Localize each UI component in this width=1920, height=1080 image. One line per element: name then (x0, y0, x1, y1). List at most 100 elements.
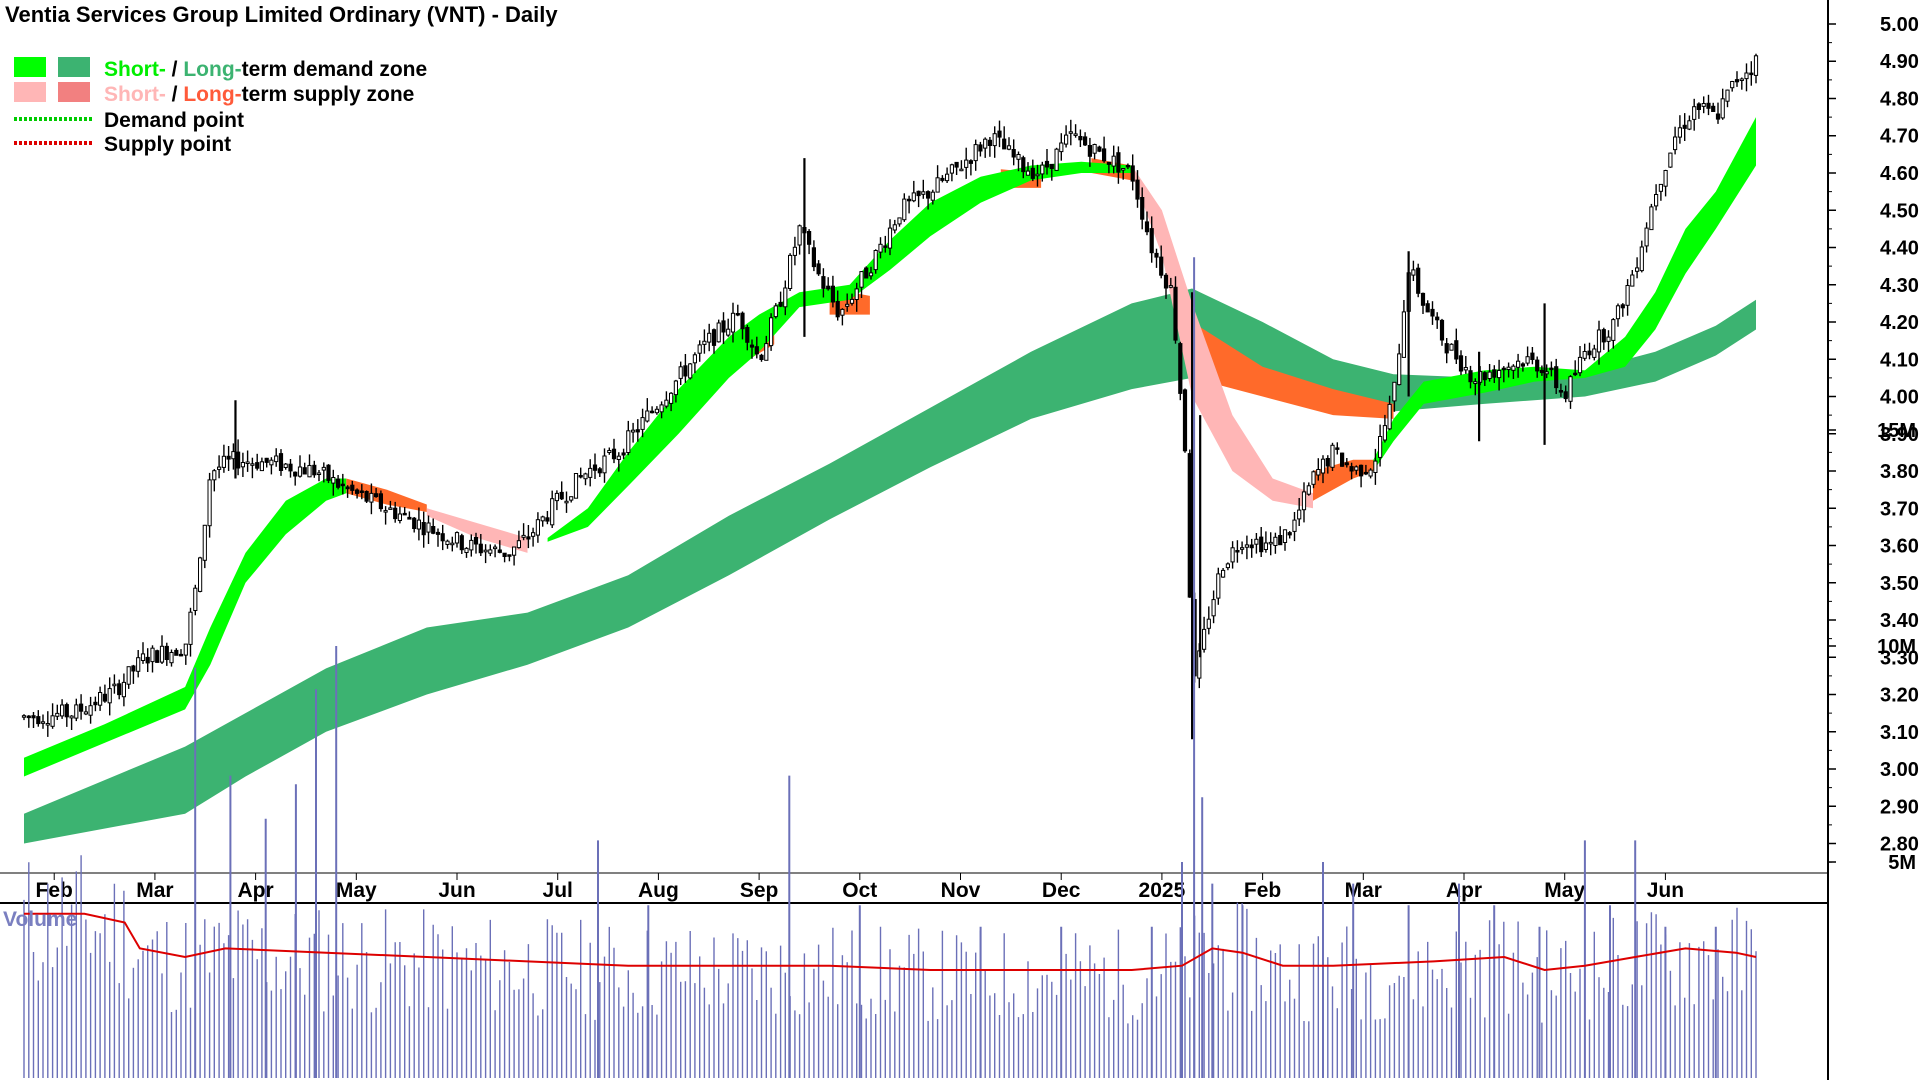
candle-body (1606, 336, 1611, 342)
candle-body (31, 715, 36, 719)
candle-body (502, 552, 507, 558)
candle-body (864, 267, 869, 279)
candle-body (40, 721, 46, 724)
candle-body (450, 542, 455, 546)
candle-body (987, 139, 992, 147)
candle-body (1087, 145, 1093, 157)
x-tick-label: May (336, 879, 377, 902)
candle-body (1368, 469, 1373, 477)
legend-supply-zone: Short- / Long-term supply zone (104, 83, 414, 106)
candle-body (1692, 106, 1697, 120)
candle-body (1292, 519, 1297, 532)
candle-body (531, 532, 536, 537)
candle-body (1335, 447, 1340, 450)
candle-body (1230, 547, 1235, 563)
candle-body (140, 653, 146, 662)
candle-body (521, 534, 526, 538)
legend-demand-point: Demand point (104, 109, 244, 132)
candle-body (992, 133, 997, 147)
candle-body (1378, 436, 1383, 458)
candle-body (1159, 256, 1164, 276)
candle-body (307, 465, 312, 478)
legend-swatch-short-demand (14, 57, 46, 77)
y-tick-label: 4.40 (1880, 238, 1919, 260)
chart-title: Ventia Services Group Limited Ordinary (… (5, 2, 558, 27)
candle-body (1187, 453, 1192, 598)
candle-body (264, 457, 269, 463)
candle-body (1397, 353, 1402, 386)
candle-body (393, 507, 398, 520)
candle-body (735, 313, 740, 316)
candle-body (1116, 152, 1121, 173)
candle-body (198, 557, 203, 592)
candle-body (98, 692, 103, 706)
candle-body (1506, 366, 1511, 371)
candle-body (554, 492, 559, 502)
candle-body (826, 285, 831, 290)
candle-body (1673, 136, 1678, 151)
candle-body (749, 344, 755, 348)
candle-body (359, 490, 364, 493)
candle-body (1064, 134, 1069, 145)
candle-body (535, 519, 540, 536)
candle-body (169, 652, 174, 664)
candle-body (854, 288, 859, 300)
x-tick-label: Mar (1345, 879, 1382, 902)
legend-demand-sep: / (166, 58, 184, 81)
candle-body (1463, 367, 1468, 371)
candle-body (236, 451, 241, 469)
candle-body (1025, 170, 1031, 176)
candle-body (221, 455, 227, 468)
legend-supply-short: Short- (104, 83, 166, 106)
volume-moving-average (24, 912, 1757, 972)
candle-body (1630, 274, 1635, 287)
candle-body (1492, 369, 1497, 378)
candle-body (1482, 372, 1487, 381)
candle-body (626, 430, 631, 453)
candle-body (202, 524, 207, 561)
candle-body (945, 173, 950, 182)
candle-body (835, 301, 840, 318)
candle-body (1568, 376, 1573, 402)
candle-body (1102, 148, 1107, 162)
candle-body (378, 493, 383, 510)
candle-body (1639, 246, 1644, 272)
candle-body (1487, 371, 1492, 380)
candle-body (1554, 366, 1559, 389)
candle-body (64, 704, 69, 718)
candle-body (1273, 536, 1278, 546)
candle-body (1135, 179, 1140, 200)
candle-body (1040, 164, 1045, 175)
candle-body (650, 410, 655, 414)
candle-body (1325, 458, 1330, 467)
candle-body (412, 517, 417, 530)
candle-body (240, 462, 246, 468)
legend-demand-rest: term demand zone (242, 58, 428, 81)
y-tick-label: 3.80 (1880, 461, 1919, 483)
candle-body (959, 168, 964, 172)
candle-body (1458, 355, 1464, 372)
candle-body (226, 455, 231, 460)
candle-body (1106, 161, 1112, 165)
candle-body (702, 340, 707, 345)
candle-body (283, 463, 288, 469)
candle-body (36, 716, 41, 725)
candle-body (1078, 136, 1083, 141)
x-tick-label: Jun (438, 879, 475, 902)
candle-body (1282, 529, 1288, 543)
candle-body (868, 272, 874, 277)
candle-body (1625, 285, 1630, 306)
candle-body (1468, 370, 1473, 383)
candle-body (678, 366, 683, 379)
candle-body (1635, 267, 1640, 272)
candle-body (716, 322, 721, 343)
candle-body (293, 471, 298, 477)
candle-body (669, 392, 674, 404)
candle-body (1030, 167, 1035, 179)
candle-body (983, 138, 988, 149)
candle-body (1444, 343, 1449, 354)
candle-body (321, 466, 326, 471)
candle-body (1654, 194, 1659, 207)
candle-body (764, 343, 769, 361)
candle-body (1549, 367, 1554, 371)
